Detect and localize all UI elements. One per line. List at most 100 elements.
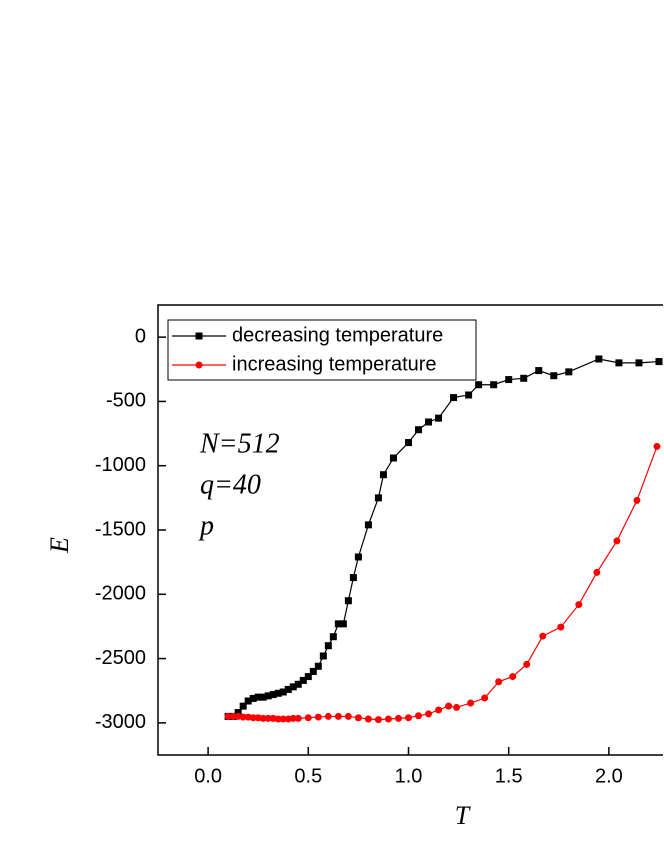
point xyxy=(520,374,528,382)
point xyxy=(490,381,498,389)
point xyxy=(557,623,565,631)
point xyxy=(394,714,402,722)
legend-marker xyxy=(195,361,203,369)
x-tick-label: 2.0 xyxy=(595,765,623,787)
point xyxy=(509,673,517,681)
point xyxy=(374,716,382,724)
legend-label: decreasing temperature xyxy=(232,324,443,346)
point xyxy=(234,709,242,717)
point xyxy=(344,712,352,720)
point xyxy=(593,568,601,576)
point xyxy=(349,574,357,582)
x-tick-label: 1.5 xyxy=(495,765,523,787)
point xyxy=(450,394,458,402)
x-tick-label: 1.0 xyxy=(395,765,423,787)
point xyxy=(264,714,272,722)
y-tick-label: -1000 xyxy=(95,454,146,476)
point xyxy=(550,372,558,380)
legend-label: increasing temperature xyxy=(232,353,437,375)
point xyxy=(379,471,387,479)
point xyxy=(445,702,453,710)
point xyxy=(239,702,247,710)
point xyxy=(374,494,382,502)
y-tick-label: -2000 xyxy=(95,583,146,605)
point xyxy=(249,714,257,722)
point xyxy=(269,691,277,699)
point xyxy=(465,391,473,399)
annotation: N=512 xyxy=(199,428,280,459)
point xyxy=(309,667,317,675)
annotation: q=40 xyxy=(200,469,261,500)
point xyxy=(384,715,392,723)
point xyxy=(467,699,475,707)
annotation: p xyxy=(198,510,214,541)
point xyxy=(435,706,443,714)
point xyxy=(314,713,322,721)
point xyxy=(415,426,423,434)
point xyxy=(259,714,267,722)
x-tick-label: 0.0 xyxy=(194,765,222,787)
point xyxy=(314,662,322,670)
point xyxy=(435,414,443,422)
point xyxy=(404,714,412,722)
point xyxy=(415,712,423,720)
point xyxy=(425,710,433,718)
y-tick-label: 0 xyxy=(135,325,146,347)
point xyxy=(364,715,372,723)
point xyxy=(264,692,272,700)
point xyxy=(453,703,461,711)
point xyxy=(279,715,287,723)
point xyxy=(274,715,282,723)
point xyxy=(274,689,282,697)
point xyxy=(229,712,237,720)
point xyxy=(254,693,262,701)
point xyxy=(324,712,332,720)
point xyxy=(535,367,543,375)
point xyxy=(324,642,332,650)
x-axis-label: T xyxy=(455,801,471,830)
x-tick-label: 0.5 xyxy=(294,765,322,787)
legend-marker xyxy=(195,332,203,340)
y-tick-label: -3000 xyxy=(95,711,146,733)
y-tick-label: -500 xyxy=(106,390,146,412)
point xyxy=(259,693,267,701)
point xyxy=(565,368,573,376)
point xyxy=(339,620,347,628)
point xyxy=(633,496,641,504)
point xyxy=(613,537,621,545)
point xyxy=(334,712,342,720)
point xyxy=(404,439,412,447)
point xyxy=(249,694,257,702)
point xyxy=(329,633,337,641)
point xyxy=(294,680,302,688)
point xyxy=(294,714,302,722)
point xyxy=(523,660,531,668)
point xyxy=(495,678,503,686)
point xyxy=(481,694,489,702)
point xyxy=(615,359,623,367)
point xyxy=(364,521,372,529)
point xyxy=(239,713,247,721)
point xyxy=(304,673,312,681)
series-line xyxy=(228,446,658,721)
point xyxy=(354,553,362,561)
point xyxy=(289,714,297,722)
point xyxy=(389,454,397,462)
point xyxy=(289,683,297,691)
point xyxy=(425,418,433,426)
point xyxy=(319,652,327,660)
y-tick-label: -1500 xyxy=(95,518,146,540)
point xyxy=(595,355,603,363)
point xyxy=(655,358,663,366)
series-line xyxy=(228,358,660,718)
point xyxy=(299,676,307,684)
point xyxy=(475,381,483,389)
point xyxy=(334,620,342,628)
point xyxy=(244,697,252,705)
point xyxy=(653,442,661,450)
point xyxy=(635,359,643,367)
point xyxy=(575,601,583,609)
point xyxy=(539,632,547,640)
